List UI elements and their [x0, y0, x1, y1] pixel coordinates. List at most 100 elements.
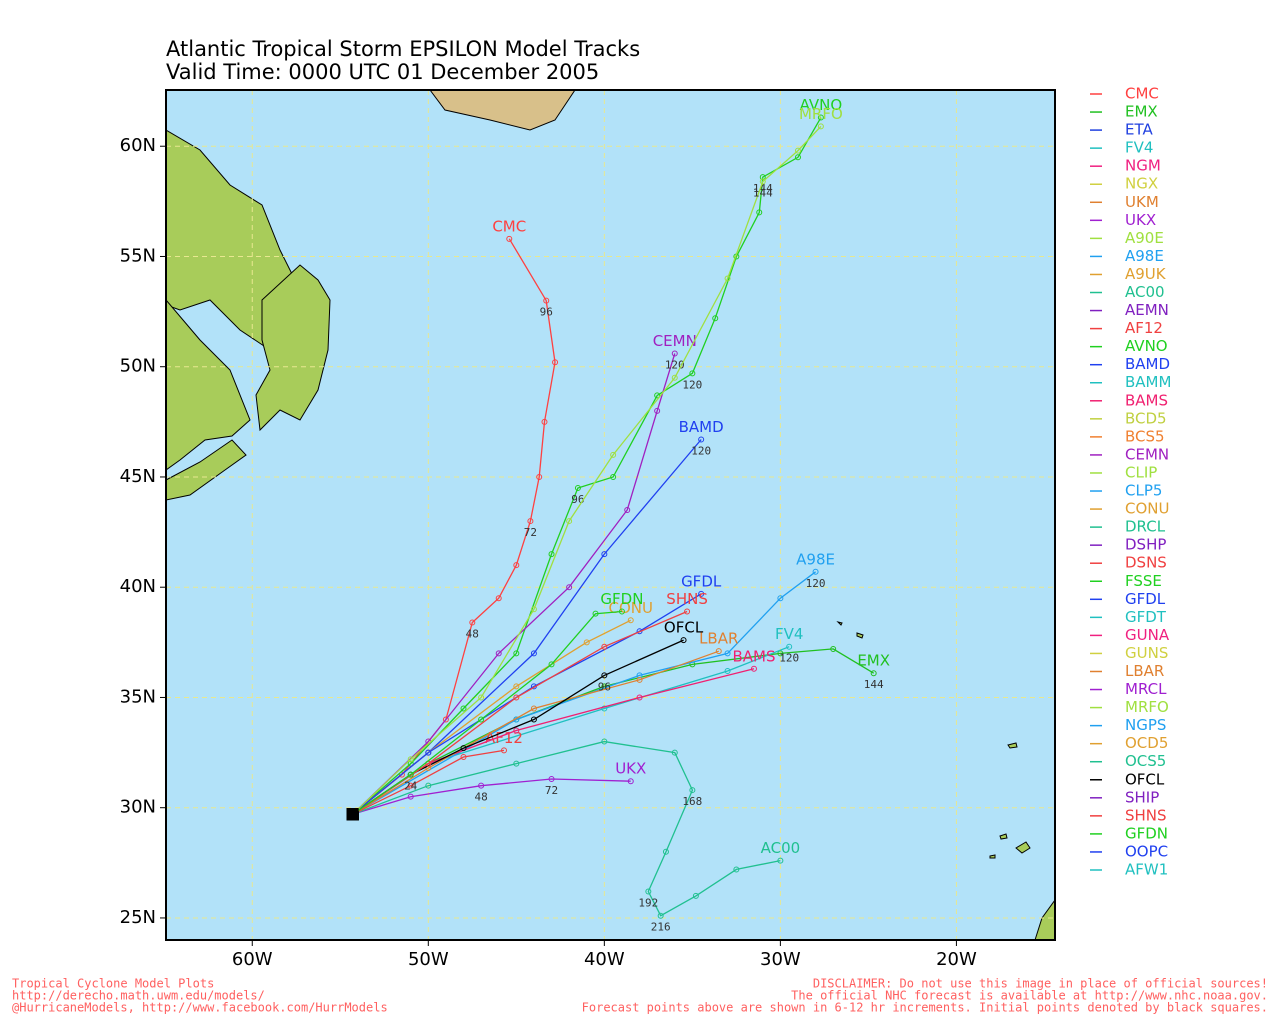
footer-right: Forecast points above are shown in 6-12 … — [582, 1001, 1268, 1015]
track-point — [527, 518, 534, 525]
track-point — [684, 608, 691, 615]
track-end-label: FV4 — [775, 625, 803, 643]
track-point — [671, 350, 678, 357]
legend-label: BAMS — [1125, 391, 1168, 409]
y-tick-label: 35N — [120, 686, 156, 707]
track-end-label: CEMN — [653, 332, 697, 350]
track-point — [636, 694, 643, 701]
legend-label: AC00 — [1125, 283, 1165, 301]
legend-label: A9UK — [1125, 265, 1167, 283]
track-point — [610, 451, 617, 458]
track-line — [352, 125, 822, 815]
hour-label: 72 — [524, 526, 537, 539]
x-tick-label: 60W — [232, 949, 273, 970]
track-point — [712, 315, 719, 322]
track-point — [583, 639, 590, 646]
track-point — [478, 716, 485, 723]
track-point — [552, 359, 559, 366]
footer-left: Tropical Cyclone Model Plots — [12, 977, 214, 991]
track-point — [601, 551, 608, 558]
track-point — [715, 648, 722, 655]
legend-label: AFW1 — [1125, 861, 1168, 879]
land — [166, 90, 1055, 940]
legend-label: BAMM — [1125, 373, 1171, 391]
track-point — [671, 749, 678, 756]
track-point — [425, 782, 432, 789]
track-point — [627, 778, 634, 785]
track-end-label: AVNO — [800, 96, 843, 114]
track-point — [592, 610, 599, 617]
hour-label: 144 — [753, 182, 773, 195]
track-line — [352, 353, 676, 815]
track-point — [407, 793, 414, 800]
track-point — [671, 374, 678, 381]
track-point — [689, 787, 696, 794]
track-point — [513, 727, 520, 734]
legend-label: BCD5 — [1125, 409, 1167, 427]
legend-label: CEMN — [1125, 445, 1169, 463]
track-point — [574, 484, 581, 491]
legend-label: LBAR — [1125, 662, 1164, 680]
track-point — [460, 745, 467, 752]
legend-label: SHIP — [1125, 788, 1159, 806]
track-point — [530, 650, 537, 657]
ocean — [166, 90, 1055, 940]
y-tick-label: 55N — [120, 245, 156, 266]
track-point — [759, 174, 766, 181]
footer-right: The official NHC forecast is available a… — [791, 989, 1268, 1003]
legend-label: GUNS — [1125, 644, 1168, 662]
legend-label: OOPC — [1125, 842, 1168, 860]
track-line — [352, 117, 822, 815]
track-point — [698, 436, 705, 443]
track-point — [478, 694, 485, 701]
track-point — [548, 551, 555, 558]
legend-label: FV4 — [1125, 139, 1153, 157]
track-line — [352, 749, 505, 815]
axes: 60W 50W 40W 30W 20W 25N 30N 35N 40N 45N 50N 55N 60N — [120, 135, 977, 970]
legend-label: OCS5 — [1125, 752, 1166, 770]
legend-label: SHNS — [1125, 806, 1167, 824]
legend-label: ETA — [1125, 121, 1153, 139]
footer-left: http://derecho.math.uwm.edu/models/ — [12, 989, 265, 1003]
track-point — [536, 473, 543, 480]
track-point — [610, 473, 617, 480]
tracks: 48 72 96 CMC 144 EMX 120 FV4 48 72 UKX 120 A98E 168 19… — [346, 96, 890, 934]
x-tick-label: 20W — [936, 949, 977, 970]
track-point — [513, 694, 520, 701]
legend-label: NGPS — [1125, 716, 1166, 734]
track-point — [627, 617, 634, 624]
track-line — [352, 610, 622, 815]
track-point — [407, 756, 414, 763]
y-tick-label: 30N — [120, 797, 156, 818]
track-point — [530, 716, 537, 723]
track-point — [460, 753, 467, 760]
track-point — [692, 892, 699, 899]
legend-label: GFDT — [1125, 608, 1167, 626]
legend-label: NGX — [1125, 175, 1158, 193]
track-point — [513, 683, 520, 690]
map-frame — [165, 89, 1056, 941]
legend-label: AF12 — [1125, 319, 1163, 337]
track-point — [506, 235, 513, 242]
legend-label: AVNO — [1125, 337, 1168, 355]
legend-label: MRFO — [1125, 698, 1169, 716]
track-point — [566, 518, 573, 525]
legend-label: A90E — [1125, 229, 1164, 247]
x-tick-label: 30W — [760, 949, 801, 970]
legend-label: MRCL — [1125, 680, 1167, 698]
legend-label: GFDN — [1125, 824, 1168, 842]
track-point — [724, 667, 731, 674]
legend-label: GUNA — [1125, 626, 1170, 644]
legend-label: UKM — [1125, 193, 1159, 211]
footer-right: DISCLAIMER: Do not use this image in pla… — [813, 977, 1268, 991]
legend-label: BCS5 — [1125, 427, 1165, 445]
track-point — [407, 782, 414, 789]
track-point — [794, 154, 801, 161]
track-line — [352, 740, 781, 917]
track-end-label: GFDL — [681, 572, 722, 590]
track-point — [777, 857, 784, 864]
track-point — [495, 650, 502, 657]
track-point — [543, 297, 550, 304]
track-point — [460, 705, 467, 712]
legend-label: DSHP — [1125, 536, 1166, 554]
